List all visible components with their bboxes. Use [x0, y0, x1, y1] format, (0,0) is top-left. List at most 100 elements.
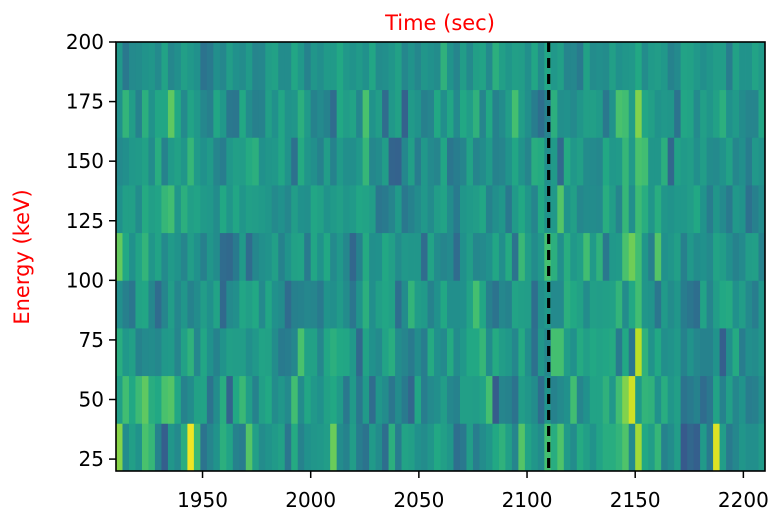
heatmap-cell — [609, 232, 617, 281]
heatmap-cell — [739, 232, 746, 281]
heatmap-cell — [557, 232, 565, 281]
heatmap-cell — [148, 89, 156, 138]
heatmap-cell — [200, 232, 208, 281]
heatmap-cell — [128, 375, 136, 424]
heatmap-cell — [219, 280, 227, 329]
heatmap-cell — [174, 280, 182, 329]
heatmap-cell — [700, 137, 707, 186]
heatmap-cell — [239, 89, 247, 138]
heatmap-cell — [421, 185, 428, 234]
heatmap-cell — [440, 42, 448, 91]
heatmap-cell — [356, 280, 364, 329]
heatmap-cell — [505, 137, 513, 186]
heatmap-cell — [375, 280, 383, 329]
heatmap-cell — [557, 185, 565, 234]
heatmap-cell — [440, 328, 448, 377]
heatmap-cell — [693, 423, 701, 472]
heatmap-cell — [349, 423, 357, 472]
heatmap-cell — [154, 328, 162, 377]
heatmap-cell — [421, 137, 428, 186]
heatmap-cell — [726, 423, 733, 472]
heatmap-cell — [252, 375, 260, 424]
heatmap-cell — [362, 375, 370, 424]
heatmap-cell — [291, 280, 299, 329]
heatmap-cell — [667, 232, 675, 281]
heatmap-cell — [693, 185, 701, 234]
heatmap-cell — [693, 280, 701, 329]
heatmap-cell — [440, 89, 448, 138]
heatmap-cell — [550, 375, 558, 424]
heatmap-cell — [492, 280, 500, 329]
heatmap-cell — [609, 423, 617, 472]
heatmap-cell — [446, 89, 454, 138]
heatmap-cell — [408, 328, 415, 377]
heatmap-cell — [674, 232, 682, 281]
heatmap-cell — [602, 232, 610, 281]
heatmap-cell — [122, 232, 130, 281]
heatmap-cell — [434, 423, 441, 472]
heatmap-cell — [297, 328, 305, 377]
heatmap-cell — [732, 42, 740, 91]
heatmap-cell — [200, 89, 208, 138]
y-tick-label: 25 — [79, 447, 104, 471]
heatmap-cell — [752, 42, 759, 91]
heatmap-cell — [524, 137, 532, 186]
heatmap-cell — [349, 42, 357, 91]
heatmap-cell — [563, 89, 571, 138]
heatmap-cell — [641, 328, 649, 377]
heatmap-cell — [693, 137, 701, 186]
heatmap-cell — [278, 423, 286, 472]
heatmap-cell — [576, 328, 584, 377]
heatmap-cell — [317, 89, 325, 138]
heatmap-cell — [167, 328, 175, 377]
heatmap-cell — [479, 137, 487, 186]
heatmap-cell — [531, 280, 539, 329]
heatmap-cell — [706, 423, 714, 472]
heatmap-cell — [122, 137, 130, 186]
heatmap-cell — [654, 423, 662, 472]
heatmap-cell — [602, 280, 610, 329]
heatmap-cell — [615, 375, 623, 424]
heatmap-cell — [219, 232, 227, 281]
heatmap-cell — [122, 89, 130, 138]
heatmap-cell — [200, 423, 208, 472]
heatmap-cell — [758, 185, 766, 234]
heatmap-cell — [570, 42, 578, 91]
heatmap-cell — [323, 89, 331, 138]
heatmap-cell — [635, 328, 643, 377]
heatmap-cell — [713, 375, 720, 424]
heatmap-cell — [369, 185, 376, 234]
x-axis: 1950 2000 2050 2100 2150 2200 — [177, 471, 769, 512]
heatmap-cell — [154, 375, 162, 424]
heatmap-cell — [680, 232, 688, 281]
heatmap-cell — [408, 185, 415, 234]
heatmap-cell — [434, 328, 441, 377]
heatmap-cell — [661, 89, 669, 138]
heatmap-cell — [459, 42, 467, 91]
heatmap-cell — [408, 423, 415, 472]
heatmap-cell — [446, 137, 454, 186]
heatmap-cell — [284, 89, 292, 138]
heatmap-cell — [466, 89, 474, 138]
heatmap-cell — [752, 328, 759, 377]
heatmap-cell — [343, 185, 351, 234]
heatmap-cell — [687, 137, 695, 186]
heatmap-cell — [232, 185, 240, 234]
heatmap-cell — [258, 328, 266, 377]
heatmap-cell — [758, 280, 766, 329]
heatmap-cell — [245, 423, 253, 472]
heatmap-cell — [128, 423, 136, 472]
heatmap-cell — [570, 232, 578, 281]
heatmap-cell — [180, 137, 188, 186]
heatmap-cell — [745, 232, 753, 281]
heatmap-cell — [680, 423, 688, 472]
heatmap-cell — [232, 137, 240, 186]
heatmap-cell — [726, 185, 733, 234]
heatmap-cell — [498, 42, 506, 91]
heatmap-cell — [304, 328, 312, 377]
heatmap-cell — [434, 89, 441, 138]
heatmap-cell — [628, 232, 636, 281]
heatmap-cell — [265, 232, 273, 281]
heatmap-cell — [739, 280, 746, 329]
heatmap-cell — [576, 185, 584, 234]
